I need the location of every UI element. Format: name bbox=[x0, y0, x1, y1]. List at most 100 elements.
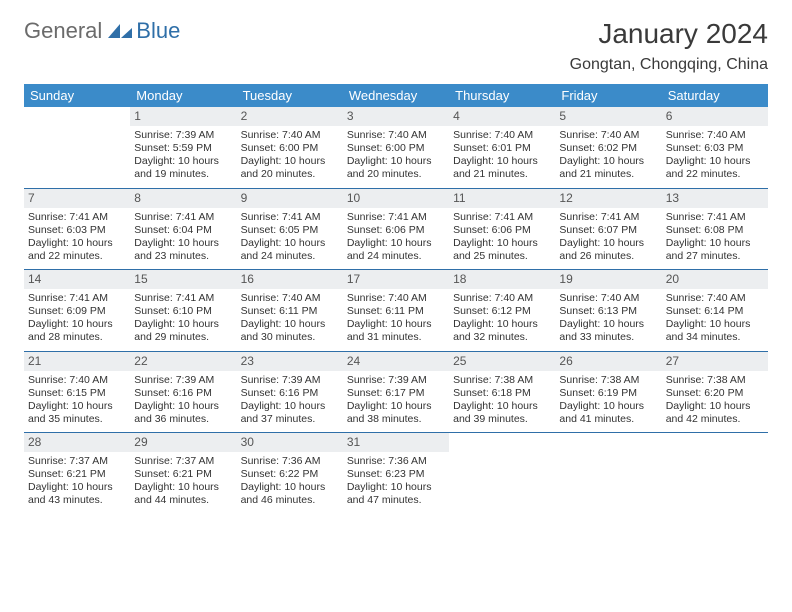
day-number: 27 bbox=[662, 352, 768, 371]
calendar-cell: 18Sunrise: 7:40 AMSunset: 6:12 PMDayligh… bbox=[449, 270, 555, 352]
cell-line: Daylight: 10 hours bbox=[241, 481, 339, 494]
cell-line: Sunrise: 7:39 AM bbox=[347, 374, 445, 387]
cell-text: Sunrise: 7:39 AMSunset: 5:59 PMDaylight:… bbox=[134, 129, 232, 182]
cell-line: Sunrise: 7:41 AM bbox=[559, 211, 657, 224]
cell-line: Sunrise: 7:40 AM bbox=[666, 129, 764, 142]
calendar-cell: 2Sunrise: 7:40 AMSunset: 6:00 PMDaylight… bbox=[237, 107, 343, 188]
cell-text: Sunrise: 7:36 AMSunset: 6:23 PMDaylight:… bbox=[347, 455, 445, 508]
cell-line: Sunset: 6:01 PM bbox=[453, 142, 551, 155]
cell-line: and 37 minutes. bbox=[241, 413, 339, 426]
calendar-cell: 9 Sunrise: 7:41 AMSunset: 6:05 PMDaylight… bbox=[237, 188, 343, 270]
calendar-cell: 14Sunrise: 7:41 AMSunset: 6:09 PMDayligh… bbox=[24, 270, 130, 352]
day-number: 30 bbox=[237, 433, 343, 452]
day-number: 26 bbox=[555, 352, 661, 371]
cell-line: Sunset: 6:02 PM bbox=[559, 142, 657, 155]
cell-line: Sunrise: 7:41 AM bbox=[453, 211, 551, 224]
cell-line: and 29 minutes. bbox=[134, 331, 232, 344]
cell-line: Daylight: 10 hours bbox=[134, 318, 232, 331]
cell-line: Daylight: 10 hours bbox=[241, 237, 339, 250]
calendar-cell: 20Sunrise: 7:40 AMSunset: 6:14 PMDayligh… bbox=[662, 270, 768, 352]
cell-line: and 25 minutes. bbox=[453, 250, 551, 263]
cell-line: Sunset: 6:16 PM bbox=[134, 387, 232, 400]
cell-line: and 31 minutes. bbox=[347, 331, 445, 344]
calendar-cell: 29Sunrise: 7:37 AMSunset: 6:21 PMDayligh… bbox=[130, 433, 236, 514]
cell-text: Sunrise: 7:39 AMSunset: 6:17 PMDaylight:… bbox=[347, 374, 445, 427]
cell-line: Daylight: 10 hours bbox=[134, 155, 232, 168]
cell-line: and 47 minutes. bbox=[347, 494, 445, 507]
cell-line: Sunset: 6:07 PM bbox=[559, 224, 657, 237]
cell-line: Sunrise: 7:39 AM bbox=[241, 374, 339, 387]
calendar-cell: 7Sunrise: 7:41 AMSunset: 6:03 PMDaylight… bbox=[24, 188, 130, 270]
cell-line: Sunrise: 7:40 AM bbox=[453, 129, 551, 142]
cell-text: Sunrise: 7:41 AMSunset: 6:08 PMDaylight:… bbox=[666, 211, 764, 264]
cell-line: Daylight: 10 hours bbox=[347, 155, 445, 168]
cell-line: and 38 minutes. bbox=[347, 413, 445, 426]
cell-text: Sunrise: 7:41 AMSunset: 6:06 PMDaylight:… bbox=[453, 211, 551, 264]
calendar-cell: 11Sunrise: 7:41 AMSunset: 6:06 PMDayligh… bbox=[449, 188, 555, 270]
cell-line: Sunrise: 7:40 AM bbox=[453, 292, 551, 305]
cell-line: and 35 minutes. bbox=[28, 413, 126, 426]
calendar-row: 7Sunrise: 7:41 AMSunset: 6:03 PMDaylight… bbox=[24, 188, 768, 270]
cell-line: Sunrise: 7:37 AM bbox=[28, 455, 126, 468]
cell-line: Daylight: 10 hours bbox=[28, 481, 126, 494]
cell-line: and 20 minutes. bbox=[241, 168, 339, 181]
day-number: 28 bbox=[24, 433, 130, 452]
cell-line: Daylight: 10 hours bbox=[134, 400, 232, 413]
weekday-header: Wednesday bbox=[343, 84, 449, 107]
cell-text: Sunrise: 7:41 AMSunset: 6:05 PMDaylight:… bbox=[241, 211, 339, 264]
cell-line: Daylight: 10 hours bbox=[347, 400, 445, 413]
day-number: 7 bbox=[24, 189, 130, 208]
cell-line: and 28 minutes. bbox=[28, 331, 126, 344]
cell-line: Daylight: 10 hours bbox=[666, 318, 764, 331]
day-number: 13 bbox=[662, 189, 768, 208]
cell-line: Sunrise: 7:36 AM bbox=[241, 455, 339, 468]
cell-text: Sunrise: 7:37 AMSunset: 6:21 PMDaylight:… bbox=[28, 455, 126, 508]
cell-line: Sunset: 6:05 PM bbox=[241, 224, 339, 237]
calendar-body: 1Sunrise: 7:39 AMSunset: 5:59 PMDaylight… bbox=[24, 107, 768, 514]
day-number: 31 bbox=[343, 433, 449, 452]
cell-line: and 26 minutes. bbox=[559, 250, 657, 263]
cell-line: Daylight: 10 hours bbox=[453, 155, 551, 168]
cell-line: Sunrise: 7:41 AM bbox=[28, 292, 126, 305]
cell-line: Daylight: 10 hours bbox=[453, 400, 551, 413]
cell-text: Sunrise: 7:37 AMSunset: 6:21 PMDaylight:… bbox=[134, 455, 232, 508]
day-number: 19 bbox=[555, 270, 661, 289]
cell-text: Sunrise: 7:41 AMSunset: 6:07 PMDaylight:… bbox=[559, 211, 657, 264]
cell-text: Sunrise: 7:40 AMSunset: 6:11 PMDaylight:… bbox=[347, 292, 445, 345]
calendar-cell bbox=[662, 433, 768, 514]
cell-line: Daylight: 10 hours bbox=[347, 481, 445, 494]
cell-line: and 42 minutes. bbox=[666, 413, 764, 426]
cell-line: Sunset: 6:09 PM bbox=[28, 305, 126, 318]
calendar-cell: 5Sunrise: 7:40 AMSunset: 6:02 PMDaylight… bbox=[555, 107, 661, 188]
cell-line: and 30 minutes. bbox=[241, 331, 339, 344]
cell-text: Sunrise: 7:40 AMSunset: 6:00 PMDaylight:… bbox=[241, 129, 339, 182]
cell-line: Daylight: 10 hours bbox=[241, 318, 339, 331]
calendar-cell bbox=[24, 107, 130, 188]
cell-line: Sunrise: 7:40 AM bbox=[241, 292, 339, 305]
weekday-header: Tuesday bbox=[237, 84, 343, 107]
cell-line: and 24 minutes. bbox=[347, 250, 445, 263]
calendar-cell: 27Sunrise: 7:38 AMSunset: 6:20 PMDayligh… bbox=[662, 351, 768, 433]
cell-line: Sunset: 6:13 PM bbox=[559, 305, 657, 318]
cell-line: Sunset: 6:06 PM bbox=[347, 224, 445, 237]
cell-line: Sunset: 6:17 PM bbox=[347, 387, 445, 400]
cell-text: Sunrise: 7:39 AMSunset: 6:16 PMDaylight:… bbox=[134, 374, 232, 427]
day-number: 10 bbox=[343, 189, 449, 208]
cell-line: Sunrise: 7:41 AM bbox=[134, 292, 232, 305]
cell-line: Sunrise: 7:39 AM bbox=[134, 129, 232, 142]
cell-line: and 39 minutes. bbox=[453, 413, 551, 426]
cell-line: Sunset: 6:18 PM bbox=[453, 387, 551, 400]
calendar-table: SundayMondayTuesdayWednesdayThursdayFrid… bbox=[24, 84, 768, 514]
cell-line: Sunrise: 7:40 AM bbox=[666, 292, 764, 305]
cell-text: Sunrise: 7:41 AMSunset: 6:04 PMDaylight:… bbox=[134, 211, 232, 264]
calendar-cell: 26Sunrise: 7:38 AMSunset: 6:19 PMDayligh… bbox=[555, 351, 661, 433]
calendar-cell: 17Sunrise: 7:40 AMSunset: 6:11 PMDayligh… bbox=[343, 270, 449, 352]
day-number: 9 bbox=[237, 189, 343, 208]
calendar-row: 14Sunrise: 7:41 AMSunset: 6:09 PMDayligh… bbox=[24, 270, 768, 352]
month-title: January 2024 bbox=[570, 18, 768, 50]
cell-line: Sunrise: 7:40 AM bbox=[347, 292, 445, 305]
cell-line: and 20 minutes. bbox=[347, 168, 445, 181]
calendar-cell: 28 Sunrise: 7:37 AMSunset: 6:21 PMDayligh… bbox=[24, 433, 130, 514]
cell-line: Daylight: 10 hours bbox=[453, 237, 551, 250]
calendar-cell: 21Sunrise: 7:40 AMSunset: 6:15 PMDayligh… bbox=[24, 351, 130, 433]
